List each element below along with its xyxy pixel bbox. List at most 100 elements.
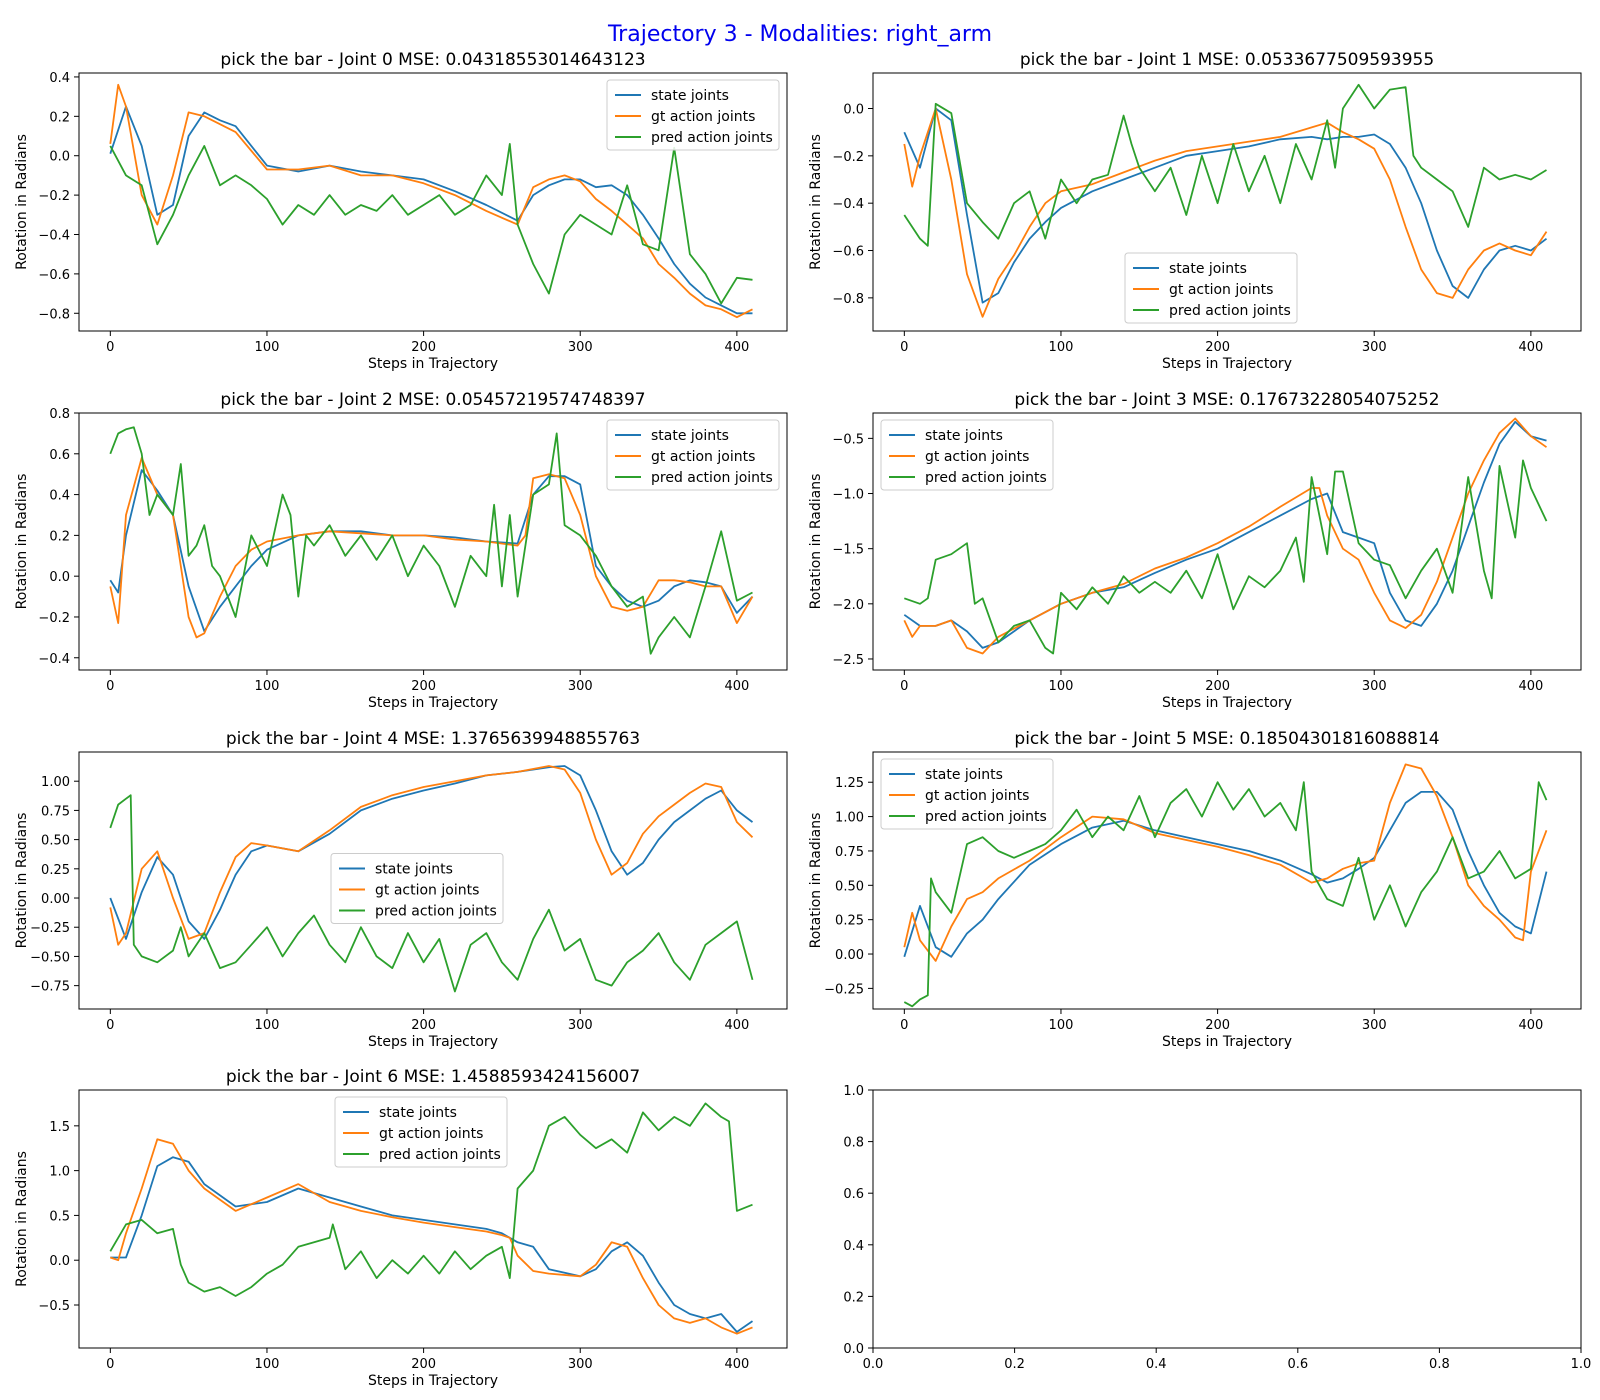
plot-frame xyxy=(872,1089,1582,1349)
plot-frame xyxy=(872,751,1582,1010)
legend-label: state joints xyxy=(651,88,729,104)
y-tick-label: 0.6 xyxy=(49,448,70,463)
x-tick-label: 300 xyxy=(568,340,593,355)
series-line-gt-action-joints xyxy=(903,763,1548,962)
y-tick-label: −0.6 xyxy=(832,245,864,260)
x-tick-label: 100 xyxy=(255,1357,280,1372)
x-tick-label: 300 xyxy=(568,1018,593,1033)
x-tick-label: 300 xyxy=(568,1357,593,1372)
x-tick-label: 400 xyxy=(724,679,749,694)
y-tick-label: 0.5 xyxy=(49,1209,70,1224)
y-tick-label: −0.75 xyxy=(30,980,70,995)
x-tick-label: 400 xyxy=(1518,340,1543,355)
x-axis-label: Steps in Trajectory xyxy=(1162,356,1292,372)
legend-label: pred action joints xyxy=(651,470,773,486)
y-tick-label: 0.4 xyxy=(49,489,70,504)
y-tick-label: −1.5 xyxy=(832,543,864,558)
legend-label: gt action joints xyxy=(651,109,755,125)
x-tick-label: 100 xyxy=(255,1018,280,1033)
y-axis-label: Rotation in Radians xyxy=(808,813,824,949)
legend-box xyxy=(330,853,504,924)
y-tick-label: 0.0 xyxy=(49,150,70,165)
subplot-title: pick the bar - Joint 6 MSE: 1.4588593424… xyxy=(226,1067,640,1087)
x-axis-label: Steps in Trajectory xyxy=(368,356,498,372)
y-axis-label: Rotation in Radians xyxy=(808,134,824,270)
series-line-state-joints xyxy=(903,791,1548,958)
x-tick-label: 300 xyxy=(1362,679,1387,694)
y-tick-label: 0.00 xyxy=(41,892,70,907)
legend-label: pred action joints xyxy=(651,130,773,146)
legend-label: gt action joints xyxy=(925,788,1029,804)
x-tick-label: 1.0 xyxy=(1571,1357,1592,1372)
series-line-pred-action-joints xyxy=(903,83,1547,247)
y-tick-label: −0.4 xyxy=(832,197,864,212)
legend-label: pred action joints xyxy=(375,904,497,920)
legend-label: state joints xyxy=(379,1105,457,1121)
y-tick-label: −0.2 xyxy=(38,189,70,204)
series-line-state-joints xyxy=(110,1156,754,1333)
x-tick-label: 300 xyxy=(1362,340,1387,355)
plot-frame xyxy=(872,412,1582,671)
x-tick-label: 200 xyxy=(1205,679,1230,694)
x-tick-label: 200 xyxy=(411,679,436,694)
subplot-5: 0 100 200 300 400 −0.25 0.00 0.25 0.50 0.75 1.00 1.… xyxy=(808,729,1582,1050)
y-tick-label: −0.25 xyxy=(824,982,864,997)
subplot-3: 0 100 200 300 400 −2.5 −2.0 −1.5 −1.0 −0.5 pick th… xyxy=(808,390,1582,711)
y-tick-label: 1.0 xyxy=(49,1165,70,1180)
y-tick-label: 0.8 xyxy=(843,1136,864,1151)
y-tick-label: −2.0 xyxy=(832,598,864,613)
legend: state joints gt action joints pred action … xyxy=(880,419,1054,491)
series-line-pred-action-joints xyxy=(109,794,754,993)
y-tick-label: 0.0 xyxy=(843,1342,864,1357)
x-tick-label: 100 xyxy=(255,340,280,355)
y-tick-label: −0.6 xyxy=(38,268,70,283)
legend: state joints gt action joints pred action … xyxy=(880,758,1054,830)
subplot-title: pick the bar - Joint 0 MSE: 0.0431855301… xyxy=(220,50,645,70)
legend-label: gt action joints xyxy=(925,449,1029,465)
series-line-gt-action-joints xyxy=(903,417,1548,655)
series-line-gt-action-joints xyxy=(903,107,1548,318)
series-line-gt-action-joints xyxy=(110,1138,753,1335)
legend-box xyxy=(880,419,1054,491)
y-tick-label: −0.8 xyxy=(832,292,864,307)
y-tick-label: 1.00 xyxy=(41,775,70,790)
series-line-gt-action-joints xyxy=(109,765,754,946)
subplot-title: pick the bar - Joint 5 MSE: 0.1850430181… xyxy=(1014,729,1439,749)
subplot-4: 0 100 200 300 400 −0.75 −0.50 −0.25 0.00 0.25 0.50… xyxy=(14,729,788,1050)
x-tick-label: 200 xyxy=(1205,1018,1230,1033)
y-tick-label: 0.4 xyxy=(49,71,70,86)
y-tick-label: 0.25 xyxy=(41,863,70,878)
x-tick-label: 0 xyxy=(106,679,114,694)
y-tick-label: 1.00 xyxy=(835,811,864,826)
legend-label: gt action joints xyxy=(375,883,479,899)
legend-label: gt action joints xyxy=(379,1126,483,1142)
y-tick-label: 1.25 xyxy=(835,776,864,791)
legend-box xyxy=(880,758,1054,830)
legend-label: gt action joints xyxy=(651,449,755,465)
x-tick-label: 0.0 xyxy=(863,1357,884,1372)
y-tick-label: −0.50 xyxy=(30,950,70,965)
y-tick-label: 0.0 xyxy=(49,1254,70,1269)
y-tick-label: −0.8 xyxy=(38,307,70,322)
y-tick-label: −1.0 xyxy=(832,488,864,503)
x-tick-label: 400 xyxy=(724,340,749,355)
y-axis-label: Rotation in Radians xyxy=(14,813,30,949)
subplot-6: 0 100 200 300 400 −0.5 0.0 0.5 1.0 1.5 pick the ba… xyxy=(14,1067,788,1389)
x-axis-label: Steps in Trajectory xyxy=(1162,1034,1292,1050)
y-tick-label: 0.0 xyxy=(843,103,864,118)
x-tick-label: 100 xyxy=(1049,679,1074,694)
x-tick-label: 200 xyxy=(1205,340,1230,355)
x-tick-label: 0 xyxy=(106,1018,114,1033)
y-tick-label: 0.00 xyxy=(835,948,864,963)
legend-label: pred action joints xyxy=(379,1147,501,1163)
y-tick-label: 0.2 xyxy=(49,110,70,125)
subplot-1: 0 100 200 300 400 −0.8 −0.6 −0.4 −0.2 0.0 pick the… xyxy=(808,50,1582,372)
legend: state joints gt action joints pred action … xyxy=(1124,252,1298,324)
y-tick-label: 0.50 xyxy=(835,879,864,894)
legend-box xyxy=(606,419,780,491)
x-tick-label: 100 xyxy=(1049,1018,1074,1033)
series-line-pred-action-joints xyxy=(109,142,753,305)
x-tick-label: 100 xyxy=(255,679,280,694)
x-tick-label: 0 xyxy=(900,1018,908,1033)
series-line-pred-action-joints xyxy=(109,1102,753,1297)
